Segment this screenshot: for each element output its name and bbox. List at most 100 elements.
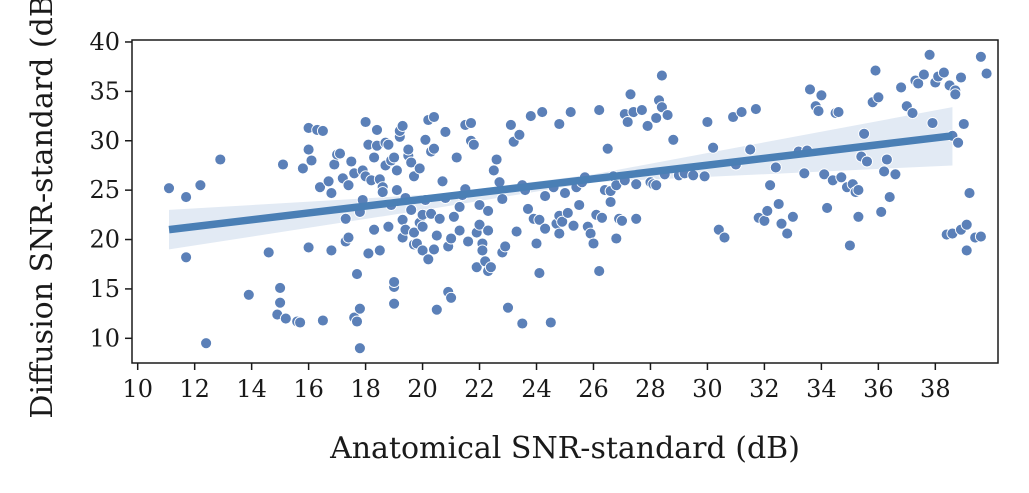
data-point — [539, 222, 552, 235]
data-point — [963, 187, 976, 200]
data-point — [923, 48, 936, 61]
data-point — [316, 314, 329, 327]
data-point — [858, 127, 871, 140]
data-point — [362, 247, 375, 260]
x-tick-label: 18 — [350, 375, 381, 403]
y-tick-label: 15 — [89, 275, 120, 303]
data-point — [530, 237, 543, 250]
regression-fit — [168, 132, 953, 234]
data-point — [200, 337, 213, 350]
data-point — [396, 119, 409, 132]
data-point — [436, 175, 449, 188]
data-point — [735, 106, 748, 119]
data-point — [194, 179, 207, 192]
x-tick-label: 30 — [692, 375, 723, 403]
data-point — [516, 317, 529, 330]
data-point — [359, 116, 372, 128]
data-point — [718, 231, 731, 244]
x-tick-label: 12 — [179, 375, 210, 403]
data-point — [416, 220, 429, 233]
data-point — [764, 179, 777, 192]
y-tick-label: 30 — [89, 127, 120, 155]
data-point — [484, 261, 497, 274]
data-point — [872, 91, 885, 104]
data-point — [405, 203, 418, 216]
data-point — [445, 232, 458, 245]
data-point — [482, 224, 495, 237]
x-tick-label: 34 — [806, 375, 837, 403]
data-point — [262, 246, 275, 259]
x-tick-label: 38 — [920, 375, 951, 403]
data-point — [775, 217, 788, 230]
data-point — [553, 118, 566, 130]
data-point — [937, 66, 950, 79]
data-point — [371, 123, 383, 136]
data-point — [439, 125, 452, 138]
data-point — [621, 116, 634, 128]
data-point — [430, 229, 443, 242]
data-point — [462, 235, 475, 248]
x-tick-label: 16 — [293, 375, 324, 403]
data-point — [388, 297, 401, 310]
data-point — [869, 64, 882, 77]
data-point — [974, 230, 987, 243]
data-point — [382, 220, 395, 233]
data-point — [373, 244, 386, 257]
data-point — [325, 244, 338, 257]
data-point — [593, 265, 606, 278]
data-point — [749, 103, 762, 116]
data-point — [798, 167, 811, 180]
data-point — [561, 206, 574, 219]
data-point — [655, 69, 668, 82]
data-point — [242, 288, 255, 301]
data-point — [296, 162, 309, 175]
data-point — [470, 261, 483, 274]
data-point — [843, 239, 856, 252]
data-point — [496, 193, 509, 205]
y-tick-label: 40 — [89, 28, 120, 56]
data-point — [277, 158, 289, 171]
data-point — [667, 133, 680, 146]
data-point — [163, 182, 175, 195]
data-point — [487, 164, 500, 177]
data-point — [405, 156, 418, 169]
data-point — [305, 154, 318, 167]
data-point — [559, 187, 571, 200]
data-point — [650, 179, 663, 192]
data-point — [601, 142, 614, 155]
data-point — [390, 184, 403, 197]
data-point — [447, 210, 460, 223]
data-point — [476, 244, 489, 257]
data-point — [316, 124, 329, 137]
data-point — [539, 190, 552, 203]
data-point — [502, 301, 514, 314]
data-point — [368, 151, 381, 164]
data-point — [533, 267, 546, 280]
data-point — [949, 88, 962, 101]
data-point — [450, 151, 463, 164]
data-point — [957, 118, 970, 130]
data-point — [428, 243, 440, 256]
x-tick-label: 14 — [236, 375, 267, 403]
data-point — [536, 106, 549, 119]
data-point — [593, 104, 606, 117]
data-point — [815, 89, 828, 102]
data-point — [314, 181, 326, 194]
data-point — [510, 225, 523, 238]
data-point — [701, 116, 714, 128]
data-point — [328, 158, 341, 171]
data-point — [895, 81, 908, 94]
data-point — [342, 179, 355, 192]
data-point — [302, 143, 315, 156]
data-point — [980, 67, 993, 80]
data-point — [428, 142, 440, 155]
data-point — [821, 201, 834, 214]
data-point — [804, 83, 816, 96]
data-point — [878, 165, 891, 178]
data-point — [912, 77, 925, 90]
data-point — [274, 281, 287, 294]
regression-line — [168, 132, 953, 234]
data-point — [465, 117, 477, 129]
data-point — [707, 141, 720, 154]
data-point — [473, 218, 486, 231]
